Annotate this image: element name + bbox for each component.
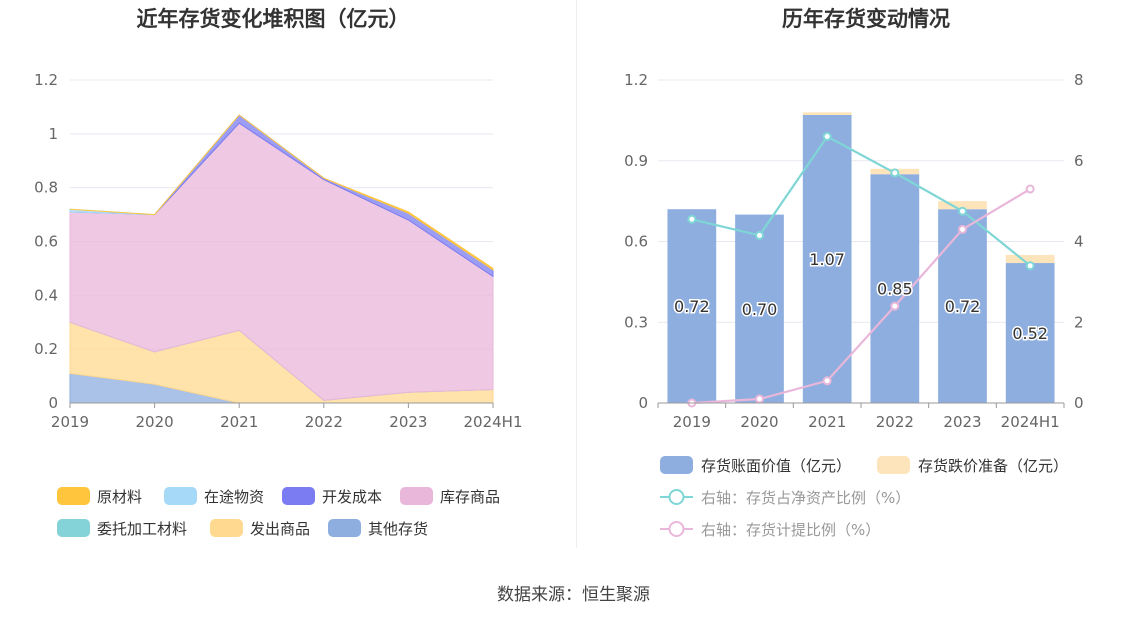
area-series-原材料 <box>69 114 494 271</box>
line-point <box>755 230 764 240</box>
bar-value-label: 0.52 <box>1012 324 1048 343</box>
bar-value-label: 1.07 <box>809 250 845 269</box>
left-y-tick-label: 0.4 <box>34 286 58 304</box>
right-x-tick-label: 2021 <box>808 413 846 431</box>
line-point <box>958 224 967 234</box>
right-left-y-tick-label: 1.2 <box>624 71 648 89</box>
left-x-tick-label: 2020 <box>136 413 174 431</box>
bar-book-value <box>802 114 852 403</box>
left-x-tick-label: 2021 <box>220 413 258 431</box>
left-x-tick-label: 2019 <box>51 413 89 431</box>
legend-swatch-其他存货 <box>328 519 361 537</box>
legend-label-右轴：存货占净资产比例（%）: 右轴：存货占净资产比例（%） <box>701 489 910 507</box>
left-y-tick-label: 0.8 <box>34 179 58 197</box>
legend-swatch-库存商品 <box>400 487 433 505</box>
left-y-tick-label: 0.2 <box>34 340 58 358</box>
bar-book-value <box>938 209 987 403</box>
line-point <box>755 394 764 404</box>
right-chart-legend: 存货账面价值（亿元） 存货跌价准备（亿元） 右轴：存货占净资产比例（%） 右轴：存货计… <box>660 456 1068 539</box>
bar-value-label: 0.72 <box>674 297 710 316</box>
legend-label-库存商品: 库存商品 <box>440 488 500 506</box>
line-point <box>687 214 697 224</box>
left-x-tick-label: 2022 <box>305 413 343 431</box>
bar-provision <box>938 201 987 210</box>
left-y-tick-label: 1 <box>48 125 58 143</box>
line-point <box>822 376 832 386</box>
legend-marker-右轴：存货计提比例（%） <box>668 521 685 537</box>
left-x-tick-label: 2024H1 <box>464 413 523 431</box>
right-right-y-tick-label: 8 <box>1074 71 1084 89</box>
data-source-footer: 数据来源：恒生聚源 <box>497 585 650 605</box>
legend-label-存货跌价准备（亿元）: 存货跌价准备（亿元） <box>918 457 1068 475</box>
right-x-tick-label: 2022 <box>876 413 914 431</box>
right-chart-title: 历年存货变动情况 <box>782 7 950 31</box>
bar-book-value <box>735 214 784 403</box>
bar-provision <box>802 112 852 115</box>
chart-divider <box>576 0 577 548</box>
left-y-tick-label: 0.6 <box>34 233 58 251</box>
line-point <box>1025 184 1035 194</box>
left-chart-title: 近年存货变化堆积图（亿元） <box>137 7 410 31</box>
left-chart-axes: 0 0.2 0.4 0.6 0.8 1 1.2 2019 2020 2021 2022 2023 202… <box>34 71 522 431</box>
right-chart-bar-labels: 0.72 0.70 1.07 0.85 0.72 0.52 <box>673 248 1050 344</box>
right-x-tick-label: 2024H1 <box>1001 413 1060 431</box>
legend-label-发出商品: 发出商品 <box>250 520 310 538</box>
bar-value-label: 0.70 <box>742 300 778 319</box>
legend-swatch-委托加工材料 <box>57 519 90 537</box>
right-chart-bars <box>667 112 1055 403</box>
bar-value-label: 0.72 <box>945 297 981 316</box>
bar-value-label: 0.85 <box>877 280 913 299</box>
line-point <box>890 168 900 178</box>
bar-provision <box>1005 254 1055 264</box>
line-point <box>890 301 900 311</box>
line-series-net-asset-ratio <box>691 135 1031 267</box>
legend-swatch-开发成本 <box>282 487 315 505</box>
left-chart-stacked-areas <box>69 114 494 404</box>
legend-label-其他存货: 其他存货 <box>368 520 428 538</box>
legend-label-开发成本: 开发成本 <box>322 488 382 506</box>
right-right-y-tick-label: 2 <box>1074 313 1084 331</box>
right-x-tick-label: 2023 <box>943 413 981 431</box>
right-x-tick-label: 2020 <box>740 413 778 431</box>
left-y-tick-label: 0 <box>48 394 58 412</box>
right-right-y-tick-label: 6 <box>1074 152 1084 170</box>
legend-swatch-在途物资 <box>164 487 197 505</box>
left-x-tick-label: 2023 <box>389 413 427 431</box>
right-chart-axes: 0 0.3 0.6 0.9 1.2 0 2 4 6 8 2019 2020 2021 2022 2023 20… <box>624 71 1083 431</box>
legend-swatch-存货账面价值（亿元） <box>660 456 693 474</box>
right-left-y-tick-label: 0.3 <box>624 313 648 331</box>
legend-label-在途物资: 在途物资 <box>204 488 264 506</box>
legend-swatch-原材料 <box>57 487 90 505</box>
legend-label-右轴：存货计提比例（%）: 右轴：存货计提比例（%） <box>701 521 880 539</box>
right-chart-gridlines <box>658 79 1064 404</box>
legend-swatch-存货跌价准备（亿元） <box>877 456 910 474</box>
right-left-y-tick-label: 0 <box>638 394 648 412</box>
line-point <box>1025 261 1035 271</box>
legend-label-存货账面价值（亿元）: 存货账面价值（亿元） <box>701 457 851 475</box>
right-left-y-tick-label: 0.9 <box>624 152 648 170</box>
line-series-provision-ratio <box>691 188 1031 405</box>
legend-marker-右轴：存货占净资产比例（%） <box>668 489 685 505</box>
right-x-tick-label: 2019 <box>673 413 711 431</box>
bar-book-value <box>1005 263 1055 403</box>
legend-swatch-发出商品 <box>210 519 243 537</box>
right-right-y-tick-label: 4 <box>1074 233 1084 251</box>
legend-label-原材料: 原材料 <box>97 488 142 506</box>
right-left-y-tick-label: 0.6 <box>624 233 648 251</box>
legend-label-委托加工材料: 委托加工材料 <box>97 520 187 538</box>
bar-book-value <box>667 209 717 403</box>
left-y-tick-label: 1.2 <box>34 71 58 89</box>
line-point <box>958 206 967 216</box>
right-chart-lines <box>687 132 1035 408</box>
line-point <box>822 132 832 142</box>
right-right-y-tick-label: 0 <box>1074 394 1084 412</box>
